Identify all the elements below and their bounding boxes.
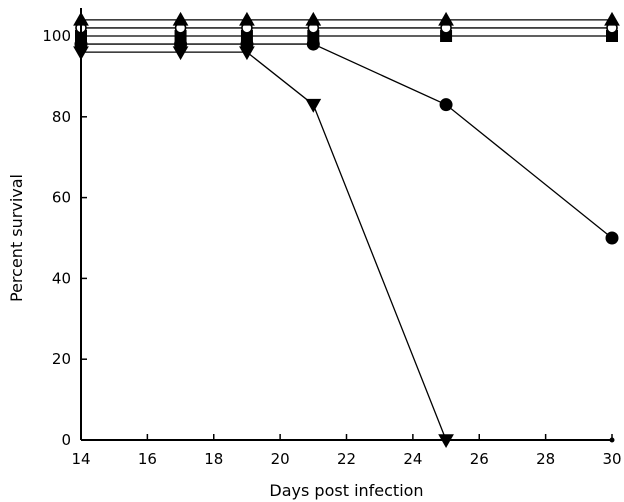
y-tick-label: 40 [52, 269, 71, 287]
x-tick-label: 28 [536, 450, 555, 468]
ticks-layer: 14 16 18 20 22 24 26 28 30 0 20 40 60 80 100 [42, 27, 621, 468]
x-tick-label: 16 [138, 450, 157, 468]
data-point-triangle-up [239, 11, 255, 26]
x-tick-label: 22 [337, 450, 356, 468]
series-lines [81, 19, 613, 441]
data-point-triangle-down [239, 46, 255, 61]
series-layer [73, 11, 620, 449]
y-tick-label: 60 [52, 189, 71, 207]
data-point-triangle-up [604, 11, 620, 26]
y-axis-label: Percent survival [7, 174, 26, 302]
x-tick-label: 30 [602, 450, 621, 468]
x-tick-label: 14 [71, 450, 90, 468]
data-point-triangle-up [305, 11, 322, 26]
x-axis-end-dot [609, 437, 615, 443]
series-circle [74, 37, 619, 245]
y-tick-label: 0 [61, 431, 71, 449]
y-tick-label: 80 [52, 108, 71, 126]
series-markers [73, 11, 620, 449]
series-triangle-up [73, 11, 620, 26]
y-tick-label: 100 [42, 27, 71, 45]
x-tick-label: 18 [204, 450, 223, 468]
x-axis-label: Days post infection [269, 481, 423, 500]
axes-layer [80, 8, 612, 441]
data-point-triangle-up [172, 11, 189, 26]
data-point-triangle-down [172, 46, 189, 61]
x-tick-label: 26 [470, 450, 489, 468]
series-triangle-down [73, 46, 454, 449]
series-line-circle [81, 43, 613, 239]
x-tick-label: 24 [403, 450, 422, 468]
data-point-triangle-down [305, 98, 322, 113]
data-point-circle [605, 231, 619, 245]
data-point-triangle-up [438, 11, 454, 26]
data-point-circle [306, 37, 320, 51]
data-point-circle [439, 98, 453, 112]
x-tick-label: 20 [271, 450, 290, 468]
y-tick-label: 20 [52, 350, 71, 368]
series-line-triangle-down [81, 51, 447, 441]
